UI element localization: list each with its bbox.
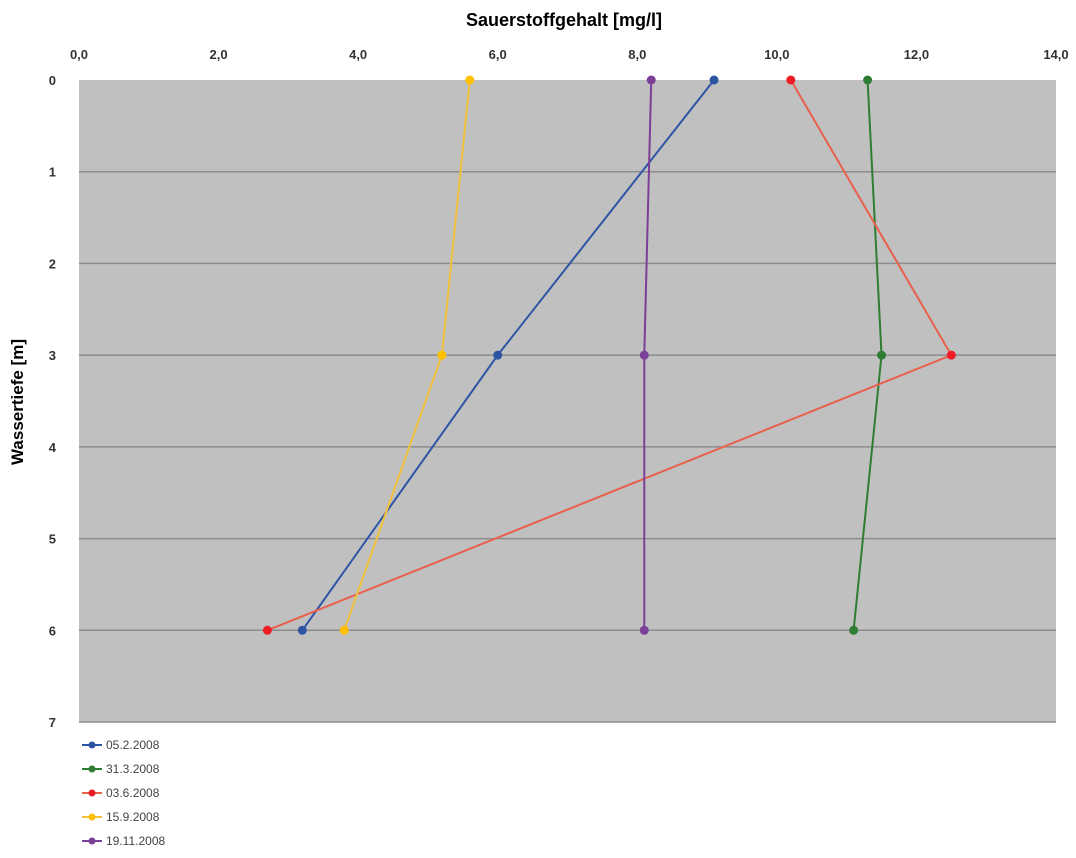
legend-item: 15.9.2008: [82, 810, 160, 824]
x-tick-label: 10,0: [764, 47, 789, 62]
data-point: [262, 625, 272, 635]
y-tick-labels: 0 1 2 3 4 5 6 7: [49, 73, 57, 730]
x-tick-label: 2,0: [210, 47, 228, 62]
legend-marker: [88, 813, 96, 821]
y-tick-label: 2: [49, 256, 56, 271]
y-tick-label: 3: [49, 348, 56, 363]
data-point: [297, 625, 307, 635]
legend-label: 15.9.2008: [106, 810, 160, 824]
legend-marker: [88, 837, 96, 845]
data-point: [639, 350, 649, 360]
x-tick-label: 0,0: [70, 47, 88, 62]
legend-label: 19.11.2008: [106, 834, 165, 848]
data-point: [946, 350, 956, 360]
legend-item: 03.6.2008: [82, 786, 160, 800]
y-tick-label: 4: [49, 440, 57, 455]
x-tick-labels: 0,0 2,0 4,0 6,0 8,0 10,0 12,0 14,0: [70, 47, 1069, 62]
y-tick-label: 0: [49, 73, 56, 88]
series-layer: [262, 75, 956, 635]
legend-item: 05.2.2008: [82, 738, 160, 752]
y-tick-label: 5: [49, 532, 56, 547]
data-point: [465, 75, 475, 85]
x-tick-label: 8,0: [628, 47, 646, 62]
x-tick-label: 6,0: [489, 47, 507, 62]
data-point: [646, 75, 656, 85]
y-tick-label: 1: [49, 165, 56, 180]
data-point: [339, 625, 349, 635]
legend: 05.2.2008 31.3.2008 03.6.2008 15.9.2008 19.1…: [82, 738, 165, 848]
series: [297, 75, 719, 635]
data-point: [709, 75, 719, 85]
x-tick-label: 4,0: [349, 47, 367, 62]
data-point: [639, 625, 649, 635]
legend-label: 31.3.2008: [106, 762, 160, 776]
data-point: [493, 350, 503, 360]
data-point: [877, 350, 887, 360]
data-point: [849, 625, 859, 635]
series: [639, 75, 656, 635]
series: [262, 75, 956, 635]
x-tick-label: 14,0: [1043, 47, 1068, 62]
x-axis-title: Sauerstoffgehalt [mg/l]: [466, 10, 662, 30]
y-tick-label: 7: [49, 715, 56, 730]
x-tick-label: 12,0: [904, 47, 929, 62]
series: [339, 75, 475, 635]
data-point: [437, 350, 447, 360]
legend-item: 19.11.2008: [82, 834, 165, 848]
legend-label: 05.2.2008: [106, 738, 160, 752]
legend-item: 31.3.2008: [82, 762, 160, 776]
plot-area: [79, 80, 1056, 722]
y-tick-label: 6: [49, 623, 56, 638]
grid-lines: [79, 170, 1056, 723]
y-axis-title: Wassertiefe [m]: [8, 339, 27, 465]
legend-marker: [88, 741, 96, 749]
data-point: [786, 75, 796, 85]
legend-label: 03.6.2008: [106, 786, 160, 800]
legend-marker: [88, 789, 96, 797]
data-point: [863, 75, 873, 85]
series: [849, 75, 887, 635]
legend-marker: [88, 765, 96, 773]
